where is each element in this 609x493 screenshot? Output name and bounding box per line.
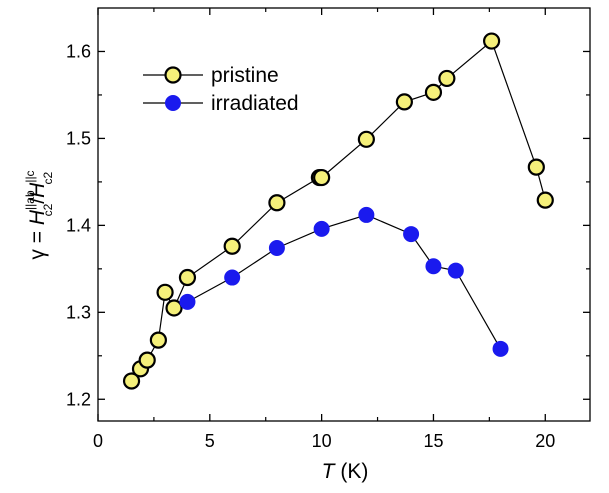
point-pristine bbox=[156, 283, 174, 301]
point-irradiated bbox=[358, 206, 375, 223]
legend: pristine irradiated bbox=[143, 64, 299, 115]
x-tick-label: 10 bbox=[312, 431, 332, 451]
y-tick-label: 1.6 bbox=[66, 41, 91, 61]
y-axis-den-var: H bbox=[26, 182, 49, 198]
point-pristine bbox=[268, 194, 286, 212]
point-pristine bbox=[424, 83, 443, 101]
legend-marker-irradiated bbox=[165, 95, 181, 111]
legend-marker-pristine bbox=[164, 66, 182, 84]
legend-label-pristine: pristine bbox=[211, 64, 279, 87]
y-axis-slash: / bbox=[26, 198, 49, 204]
y-axis-den-sub: c2 bbox=[41, 171, 55, 184]
x-axis-var: T bbox=[322, 460, 337, 483]
point-irradiated bbox=[492, 340, 509, 357]
point-pristine bbox=[357, 130, 375, 148]
point-pristine bbox=[149, 331, 167, 349]
point-pristine bbox=[313, 168, 331, 187]
point-pristine bbox=[395, 93, 413, 111]
point-pristine bbox=[165, 299, 183, 317]
point-pristine bbox=[178, 268, 197, 287]
tick-labels: 0 5 10 15 20 1.2 1.3 1.4 1.5 1.6 bbox=[66, 41, 555, 451]
point-pristine bbox=[438, 69, 456, 88]
y-axis-num-sub: c2 bbox=[41, 203, 55, 216]
x-axis-unit: (K) bbox=[335, 460, 369, 483]
y-axis-num-sup: ||ab bbox=[23, 190, 37, 210]
point-pristine bbox=[138, 351, 156, 369]
svg-text:γ = H||abc2/H||cc2: γ = H||abc2/H||c c2 bbox=[23, 170, 55, 259]
point-irradiated bbox=[313, 220, 330, 237]
x-tick-label: 0 bbox=[93, 431, 103, 451]
y-axis-prefix: γ = bbox=[26, 225, 49, 259]
series-layer bbox=[122, 32, 554, 390]
point-irradiated bbox=[179, 293, 196, 310]
series-line-pristine bbox=[131, 39, 546, 382]
point-irradiated bbox=[224, 269, 241, 286]
x-tick-label: 5 bbox=[205, 431, 215, 451]
point-pristine bbox=[527, 158, 545, 176]
series-pristine bbox=[122, 32, 554, 390]
legend-label-irradiated: irradiated bbox=[211, 92, 299, 115]
y-tick-label: 1.2 bbox=[66, 389, 91, 409]
point-pristine bbox=[483, 32, 501, 50]
series-irradiated bbox=[179, 206, 509, 357]
point-irradiated bbox=[403, 226, 420, 243]
point-pristine bbox=[536, 191, 554, 209]
plot-frame bbox=[97, 7, 591, 422]
y-axis-den-sup: ||c bbox=[23, 170, 37, 182]
x-tick-label: 15 bbox=[423, 431, 443, 451]
point-pristine bbox=[122, 372, 141, 390]
y-axis-title: γ = H||abc2/H||c c2 bbox=[23, 170, 55, 259]
point-irradiated bbox=[425, 258, 442, 275]
ticks bbox=[97, 8, 590, 421]
x-tick-label: 20 bbox=[535, 431, 555, 451]
y-axis-num-var: H bbox=[26, 209, 49, 225]
y-tick-label: 1.5 bbox=[66, 128, 91, 148]
point-pristine bbox=[223, 237, 241, 255]
y-tick-label: 1.4 bbox=[66, 215, 91, 235]
x-axis-title: T (K) bbox=[322, 460, 369, 483]
y-tick-label: 1.3 bbox=[66, 302, 91, 322]
point-irradiated bbox=[268, 239, 285, 256]
point-irradiated bbox=[447, 262, 464, 279]
